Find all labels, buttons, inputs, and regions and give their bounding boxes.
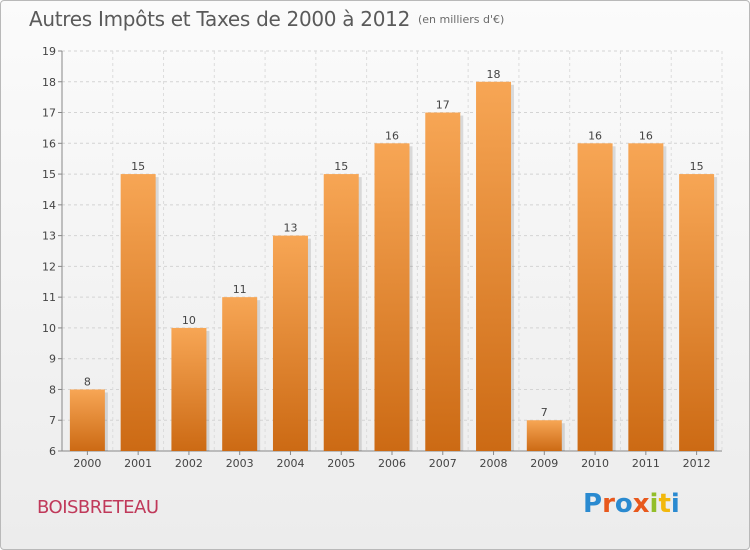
x-tick-label: 2012	[683, 457, 711, 470]
data-label: 16	[639, 129, 653, 142]
data-label: 16	[385, 129, 399, 142]
x-tick-label: 2005	[327, 457, 355, 470]
y-tick-label: 19	[42, 45, 56, 58]
bars	[69, 81, 718, 452]
proxiti-logo[interactable]: Proxiti	[583, 489, 680, 519]
data-label: 13	[283, 222, 297, 235]
data-label: 15	[334, 160, 348, 173]
title-text: Autres Impôts et Taxes de 2000 à 2012	[29, 7, 410, 31]
chart-title: Autres Impôts et Taxes de 2000 à 2012 (en…	[29, 7, 504, 31]
x-tick-label: 2007	[429, 457, 457, 470]
x-tick-label: 2003	[226, 457, 254, 470]
y-tick-label: 11	[42, 291, 56, 304]
bar	[526, 420, 562, 451]
data-label: 8	[84, 375, 91, 388]
data-label: 17	[436, 99, 450, 112]
bar	[577, 143, 613, 452]
x-tick-label: 2010	[581, 457, 609, 470]
bar	[628, 143, 664, 452]
y-tick-label: 14	[42, 199, 56, 212]
x-tick-label: 2000	[73, 457, 101, 470]
data-label: 16	[588, 129, 602, 142]
y-tick-label: 18	[42, 76, 56, 89]
bar	[222, 297, 258, 451]
x-tick-label: 2002	[175, 457, 203, 470]
x-tick-label: 2001	[124, 457, 152, 470]
x-tick-label: 2006	[378, 457, 406, 470]
y-tick-label: 12	[42, 260, 56, 273]
data-label: 10	[182, 314, 196, 327]
location-name: BOISBRETEAU	[37, 497, 159, 518]
data-label: 15	[131, 160, 145, 173]
data-label: 15	[690, 160, 704, 173]
y-tick-label: 16	[42, 137, 56, 150]
y-tick-label: 7	[49, 414, 56, 427]
bar	[374, 143, 410, 452]
bar	[476, 81, 512, 452]
x-tick-label: 2008	[480, 457, 508, 470]
data-label: 7	[541, 406, 548, 419]
labels: 8 15 10 11 13 15 16 17 18 7 16 16 15	[84, 68, 704, 419]
x-tick-label: 2004	[276, 457, 304, 470]
bar	[272, 235, 308, 451]
data-label: 18	[487, 68, 501, 81]
bar	[323, 174, 359, 452]
x-tick-label: 2009	[530, 457, 558, 470]
y-tick-label: 13	[42, 230, 56, 243]
bar	[69, 389, 105, 451]
x-tick-label: 2011	[632, 457, 660, 470]
y-tick-label: 17	[42, 107, 56, 120]
bar	[679, 174, 715, 452]
data-label: 11	[233, 283, 247, 296]
y-tick-label: 9	[49, 353, 56, 366]
y-tick-label: 8	[49, 383, 56, 396]
bar	[171, 327, 207, 451]
y-tick-label: 6	[49, 445, 56, 458]
y-tick-label: 10	[42, 322, 56, 335]
title-unit: (en milliers d'€)	[418, 13, 505, 26]
bar	[425, 112, 461, 452]
y-tick-label: 15	[42, 168, 56, 181]
bar	[120, 174, 156, 452]
axes: 6 7 8 9 10 11 12 13 14 15 16 17 18 19 2000 2001 2002 2003…	[42, 45, 722, 470]
